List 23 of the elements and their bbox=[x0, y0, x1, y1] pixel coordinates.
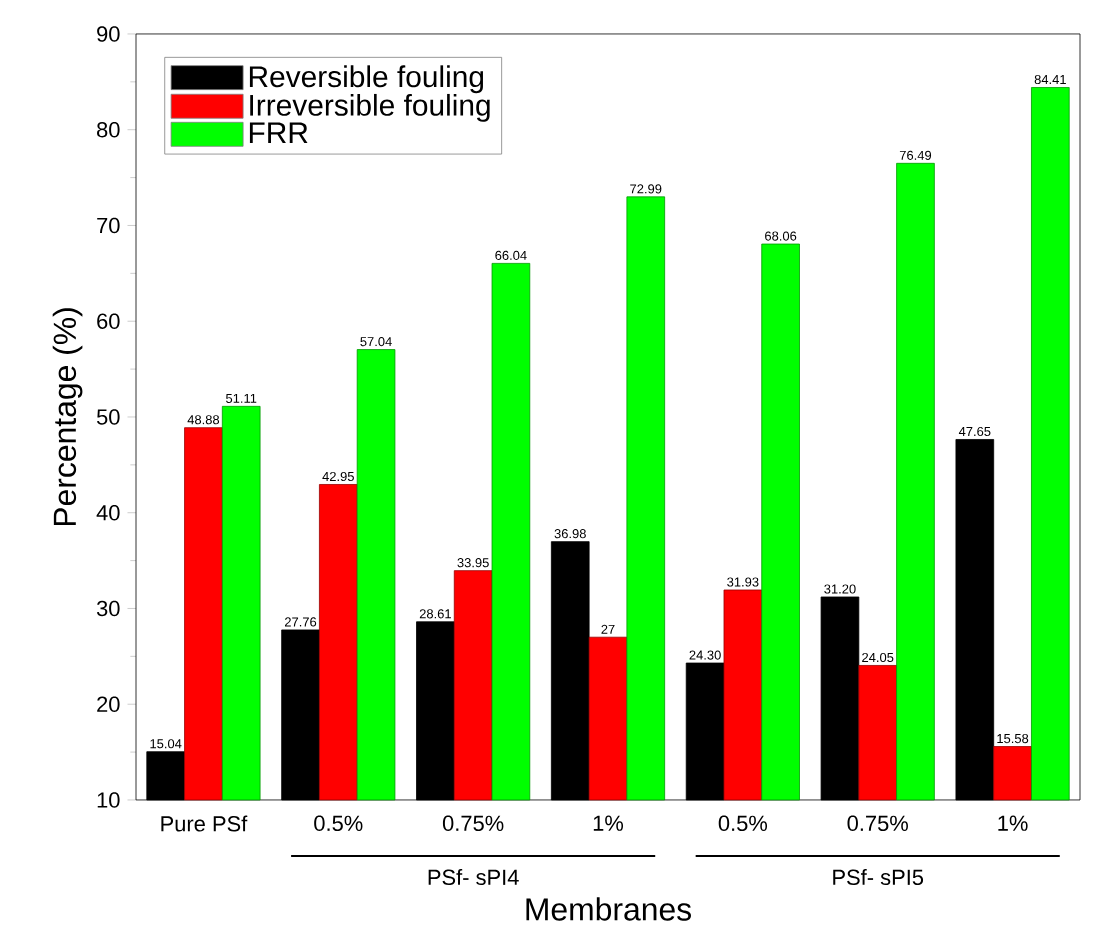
x-tick-label: 0.5% bbox=[718, 815, 768, 832]
x-axis-title: Membranes bbox=[526, 897, 691, 921]
x-tick-label: 0.5% bbox=[314, 815, 363, 832]
x-tick-label: 1% bbox=[998, 815, 1028, 831]
x-tick-label: 1% bbox=[593, 815, 624, 831]
y-tick-label: 80 bbox=[97, 121, 120, 138]
y-tick-label: 40 bbox=[96, 504, 120, 521]
x-tick-label: Pure PSf bbox=[161, 815, 248, 832]
y-tick-label: 60 bbox=[97, 313, 120, 329]
legend-label: Reversible fouling bbox=[249, 65, 484, 94]
x-tick-label: 0.75% bbox=[442, 815, 504, 832]
y-tick-label: 10 bbox=[97, 792, 120, 808]
legend-label: Irreversible fouling bbox=[250, 93, 490, 122]
y-tick-label: 30 bbox=[96, 600, 120, 617]
text: PSf- sPI5 bbox=[833, 869, 924, 886]
x-tick-label: 0.75% bbox=[847, 815, 908, 832]
y-tick-label: 70 bbox=[97, 217, 120, 234]
y-tick-label: 90 bbox=[97, 26, 120, 42]
y-tick-label: 50 bbox=[96, 409, 120, 425]
y-tick-label: 20 bbox=[97, 696, 120, 712]
legend-label: FRR bbox=[249, 122, 308, 144]
y-axis-title: Percentage (%) bbox=[52, 308, 83, 526]
text: PSf- sPI4 bbox=[428, 869, 519, 886]
